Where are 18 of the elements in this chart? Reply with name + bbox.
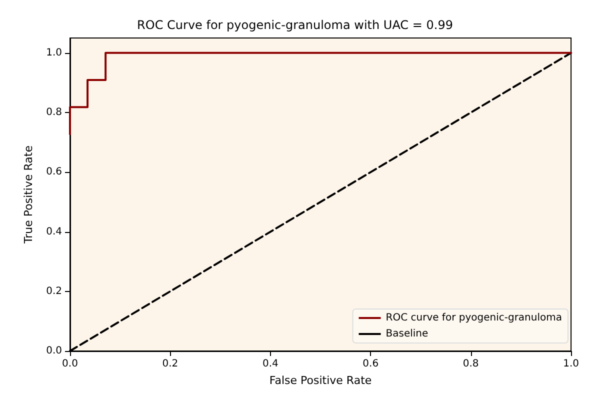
y-tick-label: 1.0 — [46, 47, 62, 58]
y-axis-title: True Positive Rate — [22, 145, 35, 244]
x-tick-label: 1.0 — [563, 358, 579, 370]
y-tick-label: 0.6 — [46, 166, 62, 178]
chart-title: ROC Curve for pyogenic-granuloma with UAC = 0.99 — [137, 18, 453, 32]
y-tick-label: 0.2 — [46, 286, 62, 297]
x-tick-label: 0.2 — [162, 358, 178, 370]
line-series — [69, 52, 572, 136]
y-tick-label: 0.0 — [46, 346, 62, 356]
legend-label: Baseline — [386, 328, 428, 340]
y-tick-label: 0.8 — [46, 107, 62, 118]
x-tick-label: 0.4 — [262, 358, 278, 370]
legend-label: ROC curve for pyogenic-granuloma — [386, 312, 562, 324]
x-axis-title: False Positive Rate — [269, 374, 372, 387]
x-tick-label: 0.0 — [62, 358, 78, 370]
x-tick-label: 0.8 — [462, 358, 479, 370]
y-tick-label: 0.4 — [46, 226, 62, 238]
x-tick-label: 0.6 — [362, 358, 379, 370]
